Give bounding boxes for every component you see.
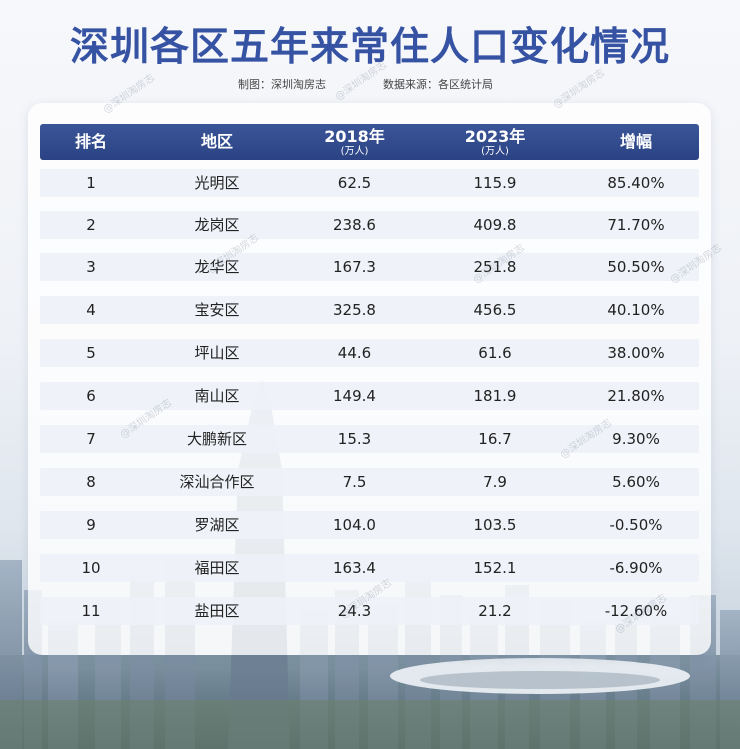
header-rank-label: 排名	[74, 132, 107, 151]
cell-2023: 251.8	[473, 258, 517, 276]
header-2023-label: 2023年	[464, 126, 526, 146]
cell-rank: 9	[86, 516, 96, 534]
cell-2023: 16.7	[478, 430, 512, 448]
cell-area: 盐田区	[194, 602, 240, 620]
cell-area: 深汕合作区	[179, 473, 255, 491]
cell-area: 南山区	[194, 387, 240, 405]
cell-2018: 163.4	[333, 559, 376, 577]
header-2018: 2018年 (万人)	[292, 124, 417, 160]
cell-rank: 11	[81, 602, 101, 620]
table-row: 8 深汕合作区 7.5 7.9 5.60%	[40, 468, 699, 496]
cell-area: 龙华区	[194, 258, 240, 276]
header-rank: 排名	[40, 124, 142, 160]
cell-rank: 1	[86, 174, 96, 192]
header-2018-label: 2018年	[324, 126, 385, 146]
cell-rank: 6	[86, 387, 96, 405]
cell-2023: 103.5	[473, 516, 517, 534]
header-2018-unit: (万人)	[340, 145, 369, 157]
table-row: 10 福田区 163.4 152.1 -6.90%	[40, 554, 699, 582]
source-credit: 数据来源：各区统计局	[383, 78, 493, 91]
table-row: 9 罗湖区 104.0 103.5 -0.50%	[40, 511, 699, 539]
header-growth: 增幅	[573, 124, 699, 160]
cell-area: 福田区	[194, 559, 240, 577]
cell-2018: 167.3	[333, 258, 376, 276]
table-row: 1 光明区 62.5 115.9 85.40%	[40, 169, 699, 197]
cell-area: 光明区	[194, 174, 240, 192]
table-row: 6 南山区 149.4 181.9 21.80%	[40, 382, 699, 410]
cell-2023: 21.2	[478, 602, 512, 620]
cell-rank: 4	[86, 301, 96, 319]
page-title: 深圳各区五年来常住人口变化情况	[69, 25, 670, 70]
cell-rank: 7	[86, 430, 96, 448]
table-row: 4 宝安区 325.8 456.5 40.10%	[40, 296, 699, 324]
cell-rank: 10	[81, 559, 101, 577]
cell-2018: 325.8	[333, 301, 376, 319]
cell-2023: 456.5	[473, 301, 517, 319]
cell-rank: 8	[86, 473, 96, 491]
cell-growth: 9.30%	[612, 430, 660, 448]
table-row: 3 龙华区 167.3 251.8 50.50%	[40, 253, 699, 281]
cell-growth: 50.50%	[607, 258, 665, 276]
cell-area: 龙岗区	[194, 216, 240, 234]
header-area: 地区	[142, 124, 292, 160]
cell-area: 大鹏新区	[186, 430, 247, 448]
cell-growth: 85.40%	[607, 174, 665, 192]
cell-2018: 15.3	[337, 430, 372, 448]
cell-growth: 71.70%	[607, 216, 665, 234]
header-2023-unit: (万人)	[481, 145, 509, 157]
cell-2023: 409.8	[473, 216, 517, 234]
cell-growth: 38.00%	[607, 344, 665, 362]
cell-2018: 104.0	[333, 516, 376, 534]
header-2023: 2023年 (万人)	[417, 124, 573, 160]
cell-area: 宝安区	[194, 301, 240, 319]
cell-2018: 238.6	[333, 216, 376, 234]
cell-2018: 62.5	[337, 174, 372, 192]
cell-growth: -12.60%	[604, 602, 668, 620]
table-row: 2 龙岗区 238.6 409.8 71.70%	[40, 211, 699, 239]
cell-2023: 7.9	[483, 473, 507, 491]
cell-rank: 5	[86, 344, 96, 362]
cell-growth: 21.80%	[607, 387, 665, 405]
cell-rank: 3	[86, 258, 96, 276]
table-row: 7 大鹏新区 15.3 16.7 9.30%	[40, 425, 699, 453]
cell-area: 坪山区	[194, 344, 240, 362]
cell-2023: 61.6	[478, 344, 512, 362]
cell-2018: 7.5	[342, 473, 367, 491]
cell-growth: -0.50%	[609, 516, 663, 534]
maker-credit: 制图：深圳淘房志	[238, 78, 326, 91]
cell-2018: 24.3	[337, 602, 372, 620]
table-row: 5 坪山区 44.6 61.6 38.00%	[40, 339, 699, 367]
cell-area: 罗湖区	[194, 516, 240, 534]
cell-rank: 2	[86, 216, 96, 234]
cell-2023: 152.1	[473, 559, 517, 577]
cell-2023: 181.9	[473, 387, 517, 405]
table-header: 排名 地区 2018年 (万人) 2023年 (万人) 增幅	[40, 124, 699, 160]
cell-growth: 5.60%	[612, 473, 660, 491]
cell-growth: -6.90%	[609, 559, 663, 577]
cell-2018: 44.6	[337, 344, 372, 362]
header-growth-label: 增幅	[619, 132, 652, 151]
header-area-label: 地区	[200, 132, 233, 151]
cell-2023: 115.9	[473, 174, 517, 192]
table-row: 11 盐田区 24.3 21.2 -12.60%	[40, 597, 699, 625]
cell-growth: 40.10%	[607, 301, 665, 319]
cell-2018: 149.4	[333, 387, 376, 405]
